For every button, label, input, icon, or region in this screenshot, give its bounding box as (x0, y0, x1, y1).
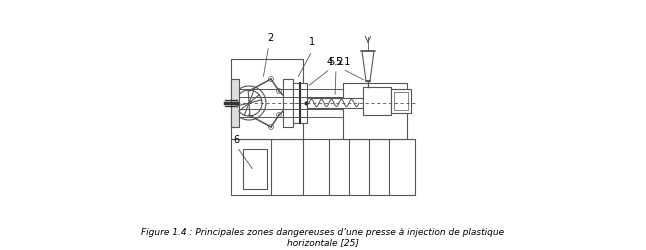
Text: 1: 1 (309, 37, 315, 47)
Bar (231, 59, 303, 139)
Text: 5.1: 5.1 (335, 57, 350, 67)
Circle shape (276, 112, 282, 117)
Bar (307, 98, 363, 108)
Bar (231, 79, 239, 127)
Circle shape (276, 88, 282, 94)
Text: Figure 1.4 : Principales zones dangereuses d’une presse à injection de plastique: Figure 1.4 : Principales zones dangereus… (141, 228, 505, 248)
Text: 6: 6 (233, 135, 239, 145)
Circle shape (269, 76, 273, 82)
Bar (363, 87, 391, 115)
Bar (394, 92, 408, 110)
Circle shape (236, 90, 262, 116)
Polygon shape (362, 51, 374, 81)
Bar (300, 83, 307, 123)
Bar (283, 79, 293, 127)
Text: 5.2: 5.2 (328, 57, 344, 67)
Text: 4: 4 (327, 57, 333, 67)
Bar (293, 83, 300, 123)
Bar (391, 89, 411, 113)
Bar (243, 149, 267, 189)
Polygon shape (306, 102, 307, 104)
Circle shape (269, 124, 273, 130)
Bar (343, 83, 407, 139)
Text: 2: 2 (264, 33, 273, 76)
Circle shape (232, 86, 266, 120)
Bar (231, 139, 415, 195)
